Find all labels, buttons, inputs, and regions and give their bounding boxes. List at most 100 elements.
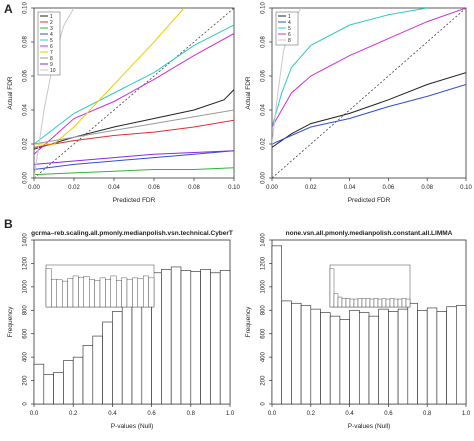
series-line-1	[34, 89, 234, 150]
y-tick-label: 0.00	[23, 172, 29, 184]
x-tick-label: 0.6	[384, 411, 393, 417]
legend-label-7: 7	[50, 50, 53, 56]
y-tick-label: 800	[261, 305, 267, 316]
series-line-8	[34, 109, 234, 145]
inset-bar	[83, 276, 90, 308]
y-tick-label: 1400	[261, 233, 267, 247]
y-tick-label: 1200	[23, 256, 29, 270]
histogram-bar	[407, 302, 418, 405]
histogram-bar	[72, 356, 84, 405]
legend-label-1: 1	[288, 14, 291, 20]
y-tick-label: 1000	[23, 280, 29, 294]
inset-bar	[345, 298, 351, 308]
histogram-bar	[368, 315, 379, 405]
fdr-chart-left: 0.00 0.02 0.04 0.06 0.08 0.10 0.00 0.02 0.04 0.06…	[7, 2, 240, 204]
inset-bar	[142, 275, 149, 308]
legend-label-1: 1	[50, 14, 53, 20]
histogram-bar	[210, 272, 221, 405]
inset-bar	[105, 278, 112, 308]
histogram-bar	[426, 307, 438, 405]
y-tick-label: 0.02	[261, 138, 267, 150]
histogram-bar	[329, 315, 341, 405]
inset-bar	[88, 278, 95, 308]
y-tick-label: 600	[23, 328, 29, 339]
histogram-bar	[436, 311, 447, 405]
x-tick-label: 0.2	[307, 411, 316, 417]
x-tick-label: 0.8	[187, 411, 196, 417]
inset-bar	[377, 298, 383, 308]
chart-title: gcrma–reb.scaling.all.pmonly.medianpolis…	[31, 230, 233, 237]
chart-title: none.vsn.all.pmonly.medianpolish.constan…	[286, 230, 453, 237]
x-tick-label: 0.08	[188, 185, 200, 191]
histogram-bar	[92, 335, 103, 405]
histogram-bar	[112, 311, 123, 405]
legend-label-9: 9	[50, 62, 53, 68]
inset-bar	[148, 277, 155, 308]
histogram-bar	[271, 245, 282, 405]
y-tick-label: 0	[261, 402, 267, 406]
inset-bar	[137, 278, 144, 308]
x-tick-label: 0.06	[383, 185, 395, 191]
inset-bar	[126, 278, 133, 308]
legend-label-5: 5	[50, 38, 53, 44]
inset-bar	[385, 298, 391, 308]
y-tick-label: 0.10	[23, 2, 29, 14]
y-tick-label: 200	[261, 375, 267, 386]
y-axis-label: Actual FDR	[7, 76, 14, 110]
y-tick-label: 1000	[261, 280, 267, 294]
inset-bar	[78, 277, 85, 308]
legend-label-10: 10	[50, 68, 56, 74]
x-tick-label: 0.04	[344, 185, 356, 191]
x-axis-label: Predicted FDR	[348, 197, 391, 204]
inset-bar	[389, 298, 395, 308]
legend-label-6: 6	[288, 32, 291, 38]
inset-bar	[373, 298, 379, 308]
series-line-9	[34, 150, 234, 165]
inset-bar	[361, 298, 367, 308]
legend-label-8: 8	[288, 38, 291, 44]
x-tick-label: 1.0	[462, 411, 471, 417]
inset-bar	[357, 298, 363, 308]
histogram-bar	[180, 270, 192, 405]
series-line-5	[34, 24, 234, 145]
fdr-chart-right: 0.00 0.02 0.04 0.06 0.08 0.10 0.00 0.02 0.04 0.06…	[245, 2, 472, 204]
inset-bar	[51, 278, 58, 308]
inset-bar	[393, 298, 399, 308]
x-tick-label: 0.02	[68, 185, 80, 191]
histogram-bar	[320, 312, 331, 405]
series-line-2	[34, 119, 234, 148]
inset-bar	[115, 280, 122, 308]
legend-label-6: 6	[50, 44, 53, 50]
inset-bar	[329, 268, 335, 308]
y-tick-label: 0.04	[23, 104, 29, 116]
inset-bar	[381, 298, 387, 308]
histogram-bar	[53, 372, 64, 405]
histogram-bar	[102, 321, 113, 405]
y-tick-label: 200	[23, 375, 29, 386]
histogram-bar	[161, 268, 172, 405]
inset-bar	[72, 275, 79, 308]
histogram-bar	[417, 309, 428, 405]
y-tick-label: 0.08	[261, 36, 267, 48]
legend-box	[275, 11, 299, 46]
plot-frame	[33, 7, 235, 179]
histogram-bar	[131, 290, 143, 405]
x-tick-label: 0.2	[69, 411, 78, 417]
inset-bar	[99, 277, 106, 308]
histogram-bar	[378, 308, 389, 405]
y-tick-label: 0.08	[23, 36, 29, 48]
y-tick-label: 0.02	[23, 138, 29, 150]
histogram-bar	[121, 299, 133, 405]
histogram-bar	[219, 270, 231, 405]
y-tick-label: 0.00	[261, 172, 267, 184]
x-tick-label: 0.02	[305, 185, 317, 191]
x-tick-label: 0.00	[28, 185, 40, 191]
x-tick-label: 0.0	[30, 411, 39, 417]
inset-bar	[62, 280, 68, 308]
series-line-4	[34, 150, 234, 170]
panel-label-a: A	[4, 2, 13, 16]
y-tick-label: 0	[23, 402, 29, 406]
y-tick-label: 800	[23, 305, 29, 316]
y-axis-label: Actual FDR	[245, 76, 252, 110]
inset-bar	[353, 298, 359, 308]
